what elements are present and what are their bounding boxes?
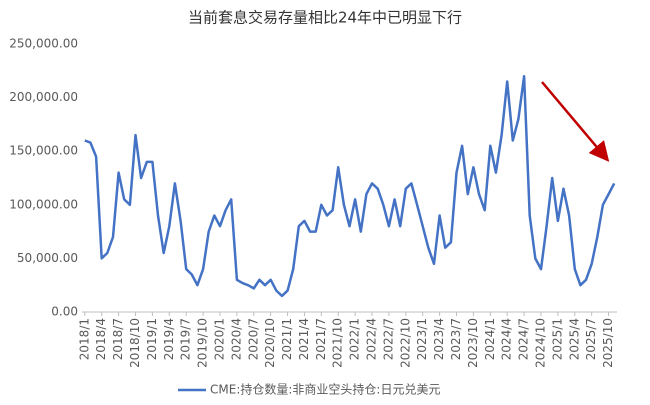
series-line <box>84 74 616 298</box>
x-tick-label: 2019/4 <box>162 318 176 360</box>
y-tick-label: 200,000.00 <box>9 90 78 104</box>
x-tick-label: 2018/4 <box>94 318 108 360</box>
x-tick-label: 2018/10 <box>128 318 142 368</box>
x-tick-label: 2023/10 <box>466 318 480 368</box>
x-tick-label: 2021/1 <box>280 318 294 360</box>
annotation-arrow <box>541 81 610 162</box>
y-tick-label: 50,000.00 <box>17 251 78 265</box>
legend-label: CME:持仓数量:非商业空头持仓:日元兑美元 <box>210 382 440 397</box>
x-tick-label: 2024/1 <box>483 318 497 360</box>
x-tick-label: 2025/1 <box>550 318 564 360</box>
x-tick-label: 2022/4 <box>365 318 379 360</box>
x-tick-label: 2021/10 <box>331 318 345 368</box>
y-tick-label: 250,000.00 <box>9 37 78 51</box>
x-tick-label: 2025/10 <box>601 318 615 368</box>
y-tick-label: 100,000.00 <box>9 197 78 211</box>
x-tick-label: 2022/10 <box>398 318 412 368</box>
x-tick-label: 2020/1 <box>212 318 226 360</box>
x-tick-label: 2019/1 <box>145 318 159 360</box>
y-tick-label: 0.00 <box>51 305 78 319</box>
x-tick-label: 2022/7 <box>381 318 395 360</box>
chart-title: 当前套息交易存量相比24年中已明显下行 <box>188 9 462 27</box>
x-tick-label: 2023/1 <box>415 318 429 360</box>
x-tick-label: 2022/1 <box>348 318 362 360</box>
x-tick-label: 2024/4 <box>500 318 514 360</box>
x-tick-label: 2023/4 <box>432 318 446 360</box>
x-tick-label: 2025/7 <box>584 318 598 360</box>
x-tick-label: 2019/7 <box>179 318 193 360</box>
x-tick-label: 2018/7 <box>111 318 125 360</box>
x-tick-label: 2018/1 <box>77 318 91 360</box>
x-tick-label: 2020/4 <box>229 318 243 360</box>
x-tick-label: 2023/7 <box>449 318 463 360</box>
x-tick-label: 2020/10 <box>263 318 277 368</box>
x-tick-label: 2024/10 <box>533 318 547 368</box>
x-tick-label: 2025/4 <box>567 318 581 360</box>
x-tick-label: 2024/7 <box>517 318 531 360</box>
x-tick-label: 2020/7 <box>246 318 260 360</box>
x-tick-label: 2021/7 <box>314 318 328 360</box>
x-tick-label: 2019/10 <box>196 318 210 368</box>
x-tick-label: 2021/4 <box>297 318 311 360</box>
y-tick-label: 150,000.00 <box>9 144 78 158</box>
